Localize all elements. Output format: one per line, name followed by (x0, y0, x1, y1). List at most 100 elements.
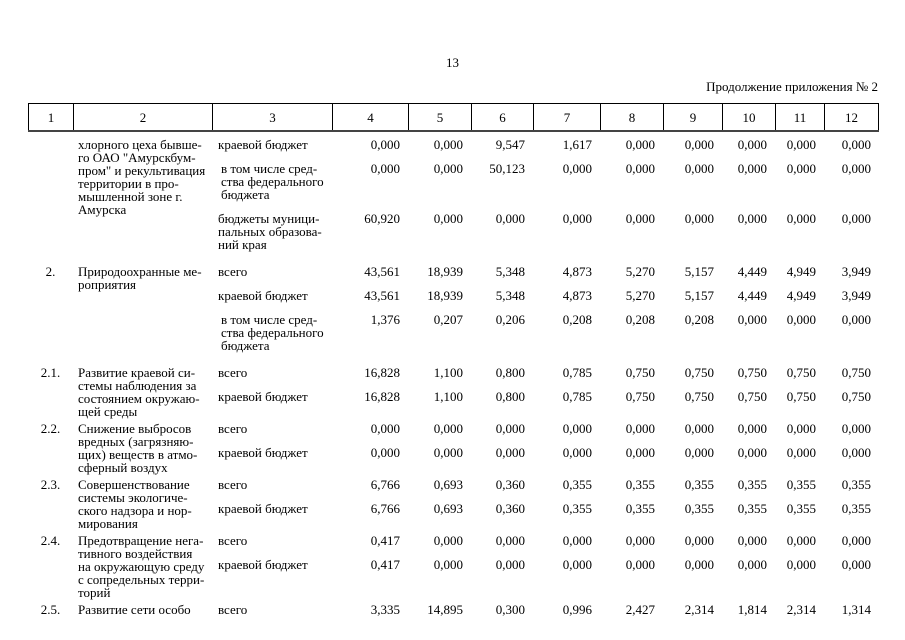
funding-source-cell: краевой бюджет (218, 445, 308, 460)
value-cell: 0,000 (786, 161, 816, 176)
value-cell: 0,355 (786, 477, 816, 492)
value-cell: 0,360 (495, 501, 525, 516)
measure-name-cell: Совершенствование системы экологиче- ско… (78, 477, 192, 531)
value-cell: 0,693 (433, 477, 463, 492)
value-cell: 3,949 (841, 264, 871, 279)
value-cell: 0,000 (684, 533, 714, 548)
value-cell: 0,355 (562, 477, 592, 492)
value-cell: 4,449 (737, 288, 767, 303)
value-cell: 0,000 (841, 137, 871, 152)
value-cell: 0,000 (684, 557, 714, 572)
value-cell: 0,000 (841, 211, 871, 226)
funding-rows: всего 0,417 0,000 0,000 0,000 0,000 0,000 0,000… (212, 533, 879, 581)
value-cell: 0,750 (625, 365, 655, 380)
value-cell: 0,000 (495, 421, 525, 436)
value-cell: 0,000 (625, 137, 655, 152)
funding-source-cell: в том числе сред- ства федерального бюдж… (221, 161, 324, 202)
funding-rows: всего 43,561 18,939 5,348 4,873 5,270 5,157 4,4… (212, 264, 879, 362)
funding-source-cell: всего (218, 264, 248, 279)
value-cell: 0,750 (786, 389, 816, 404)
value-cell: 0,000 (495, 533, 525, 548)
value-cell: 0,000 (841, 557, 871, 572)
value-cell: 0,000 (433, 445, 463, 460)
item-number-cell: 2.2. (40, 421, 61, 436)
table-row: краевой бюджет 6,766 0,693 0,360 0,355 0,355 0… (212, 501, 879, 515)
table-row: в том числе сред- ства федерального бюдж… (212, 161, 879, 201)
value-cell: 0,000 (370, 137, 400, 152)
table-section: 2.3. Совершенствование системы экологиче-… (28, 477, 879, 530)
value-cell: 18,939 (427, 264, 463, 279)
value-cell: 0,750 (625, 389, 655, 404)
funding-source-cell: краевой бюджет (218, 501, 308, 516)
value-cell: 0,000 (370, 421, 400, 436)
funding-source-cell: краевой бюджет (218, 557, 308, 572)
measure-name-cell: Природоохранные ме- роприятия (78, 264, 202, 292)
value-cell: 0,360 (495, 477, 525, 492)
table-header-row: 1 2 3 4 5 6 7 8 9 10 11 12 (28, 103, 879, 132)
value-cell: 1,617 (562, 137, 592, 152)
value-cell: 2,314 (684, 602, 714, 617)
table-row: краевой бюджет 16,828 1,100 0,800 0,785 0,750… (212, 389, 879, 403)
value-cell: 0,208 (562, 312, 592, 327)
value-cell: 0,355 (841, 501, 871, 516)
value-cell: 0,000 (737, 211, 767, 226)
value-cell: 0,355 (841, 477, 871, 492)
value-cell: 0,750 (737, 389, 767, 404)
value-cell: 0,750 (841, 389, 871, 404)
value-cell: 0,355 (562, 501, 592, 516)
value-cell: 0,000 (625, 557, 655, 572)
value-cell: 43,561 (364, 264, 400, 279)
table-row: всего 0,000 0,000 0,000 0,000 0,000 0,000 0,000… (212, 421, 879, 435)
value-cell: 0,750 (841, 365, 871, 380)
value-cell: 5,157 (684, 264, 714, 279)
column-number-cell: 2 (73, 104, 212, 130)
table-row: краевой бюджет 43,561 18,939 5,348 4,873 5,27… (212, 288, 879, 302)
funding-rows: всего 6,766 0,693 0,360 0,355 0,355 0,355 0,355… (212, 477, 879, 525)
value-cell: 0,000 (684, 421, 714, 436)
column-number-cell: 11 (775, 104, 824, 130)
value-cell: 0,000 (786, 211, 816, 226)
value-cell: 0,000 (433, 137, 463, 152)
value-cell: 0,000 (433, 557, 463, 572)
funding-rows: всего 0,000 0,000 0,000 0,000 0,000 0,000 0,000… (212, 421, 879, 469)
column-number-cell: 4 (332, 104, 408, 130)
table-section: хлорного цеха бывше- го ОАО "Амурскбум- … (28, 137, 879, 261)
value-cell: 0,000 (495, 445, 525, 460)
value-cell: 0,000 (562, 533, 592, 548)
value-cell: 0,000 (841, 421, 871, 436)
value-cell: 0,300 (495, 602, 525, 617)
item-number-cell: 2.3. (40, 477, 61, 492)
funding-source-cell: бюджеты муници- пальных образова- ний кр… (218, 211, 322, 252)
funding-source-cell: всего (218, 365, 248, 380)
column-number-cell: 5 (408, 104, 471, 130)
value-cell: 0,000 (786, 312, 816, 327)
value-cell: 0,000 (737, 533, 767, 548)
table-section: 2.1. Развитие краевой си- стемы наблюдени… (28, 365, 879, 418)
funding-source-cell: всего (218, 421, 248, 436)
measure-name-cell: хлорного цеха бывше- го ОАО "Амурскбум- … (78, 137, 206, 217)
table-row: всего 3,335 14,895 0,300 0,996 2,427 2,314 1,81… (212, 602, 879, 616)
value-cell: 0,000 (370, 445, 400, 460)
table-row: всего 6,766 0,693 0,360 0,355 0,355 0,355 0,355… (212, 477, 879, 491)
measure-name-cell: Снижение выбросов вредных (загрязняю- щи… (78, 421, 198, 475)
value-cell: 0,000 (433, 421, 463, 436)
funding-source-cell: всего (218, 477, 248, 492)
value-cell: 0,355 (684, 477, 714, 492)
value-cell: 0,000 (370, 161, 400, 176)
value-cell: 14,895 (427, 602, 463, 617)
value-cell: 0,000 (684, 161, 714, 176)
value-cell: 0,750 (737, 365, 767, 380)
table-body: хлорного цеха бывше- го ОАО "Амурскбум- … (28, 132, 879, 626)
table-section: 2.2. Снижение выбросов вредных (загрязняю… (28, 421, 879, 474)
value-cell: 0,000 (495, 557, 525, 572)
funding-source-cell: краевой бюджет (218, 288, 308, 303)
value-cell: 0,000 (786, 137, 816, 152)
item-number-cell: 2.4. (40, 533, 61, 548)
column-number-cell: 10 (722, 104, 775, 130)
page-number: 13 (446, 55, 459, 70)
value-cell: 0,800 (495, 365, 525, 380)
item-number-cell: 2.5. (40, 602, 61, 617)
value-cell: 0,000 (562, 445, 592, 460)
item-number-cell (28, 137, 73, 138)
value-cell: 5,157 (684, 288, 714, 303)
